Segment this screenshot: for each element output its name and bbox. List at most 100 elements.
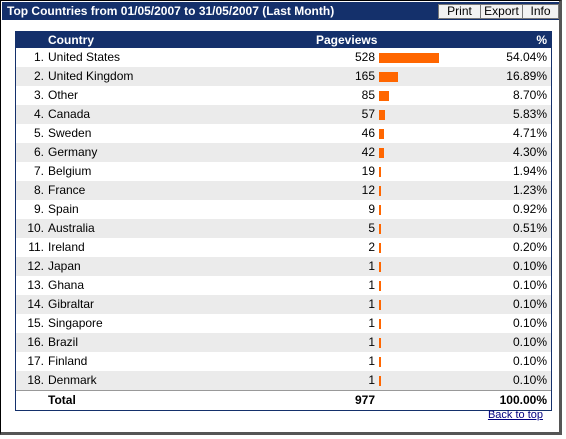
row-percent: 0.10% [512, 259, 547, 273]
pageviews-bar [379, 72, 398, 82]
row-pageviews: 1 [368, 335, 375, 349]
row-country: Belgium [48, 164, 92, 178]
row-percent: 54.04% [506, 50, 547, 64]
row-country: Spain [48, 202, 79, 216]
pageviews-column-header: Pageviews [316, 33, 378, 47]
row-country: United States [48, 50, 121, 64]
table-row: 18. Denmark 1 0.10% [16, 371, 551, 390]
row-rank: 15. [27, 316, 44, 330]
pageviews-bar [379, 148, 384, 158]
table-row: 8. France 12 1.23% [16, 181, 551, 200]
row-country: France [48, 183, 86, 197]
pageviews-bar [379, 91, 389, 101]
row-pageviews: 85 [361, 88, 375, 102]
row-country: Singapore [48, 316, 103, 330]
row-rank: 17. [27, 354, 44, 368]
row-percent: 5.83% [512, 107, 547, 121]
row-rank: 1. [33, 50, 44, 64]
row-percent: 0.10% [512, 297, 547, 311]
row-percent: 0.10% [512, 354, 547, 368]
row-rank: 13. [27, 278, 44, 292]
row-pageviews: 5 [368, 221, 375, 235]
row-rank: 5. [33, 126, 44, 140]
total-percent: 100.00% [499, 393, 547, 407]
pageviews-bar [379, 129, 384, 139]
pageviews-bar [379, 205, 381, 215]
row-country: Canada [48, 107, 91, 121]
countries-table: Country Pageviews % 1. United States 528 54… [15, 31, 552, 411]
report-title: Top Countries from 01/05/2007 to 31/05/2… [7, 4, 335, 18]
table-row: 6. Germany 42 4.30% [16, 143, 551, 162]
pageviews-bar [379, 167, 381, 177]
table-row: 5. Sweden 46 4.71% [16, 124, 551, 143]
pageviews-bar [379, 281, 381, 291]
row-rank: 10. [27, 221, 44, 235]
row-country: Japan [48, 259, 81, 273]
row-country: Ghana [48, 278, 85, 292]
table-row: 1. United States 528 54.04% [16, 48, 551, 67]
row-rank: 16. [27, 335, 44, 349]
back-to-top-link[interactable]: Back to top [487, 409, 543, 421]
export-button[interactable]: Export [480, 4, 523, 19]
table-row: 17. Finland 1 0.10% [16, 352, 551, 371]
row-percent: 4.71% [512, 126, 547, 140]
pageviews-bar [379, 110, 385, 120]
print-button[interactable]: Print [438, 4, 481, 19]
row-country: Brazil [48, 335, 79, 349]
table-row: 10. Australia 5 0.51% [16, 219, 551, 238]
row-percent: 0.51% [512, 221, 547, 235]
table-row: 15. Singapore 1 0.10% [16, 314, 551, 333]
row-percent: 0.92% [512, 202, 547, 216]
pageviews-bar [379, 357, 381, 367]
pageviews-bar [379, 338, 381, 348]
info-button[interactable]: Info [522, 4, 559, 19]
table-header: Country Pageviews % [16, 32, 551, 48]
row-pageviews: 1 [368, 354, 375, 368]
row-pageviews: 12 [361, 183, 375, 197]
table-row: 7. Belgium 19 1.94% [16, 162, 551, 181]
row-country: Ireland [48, 240, 85, 254]
pageviews-bar [379, 262, 381, 272]
row-rank: 14. [27, 297, 44, 311]
row-pageviews: 1 [368, 373, 375, 387]
row-pageviews: 19 [361, 164, 375, 178]
row-rank: 7. [33, 164, 44, 178]
table-row: 16. Brazil 1 0.10% [16, 333, 551, 352]
row-percent: 4.30% [512, 145, 547, 159]
row-rank: 18. [27, 373, 44, 387]
pageviews-bar [379, 243, 381, 253]
row-pageviews: 528 [354, 50, 375, 64]
row-country: Finland [48, 354, 88, 368]
row-pageviews: 1 [368, 316, 375, 330]
row-rank: 6. [33, 145, 44, 159]
pageviews-bar [379, 224, 381, 234]
row-pageviews: 2 [368, 240, 375, 254]
row-rank: 4. [33, 107, 44, 121]
row-country: Sweden [48, 126, 92, 140]
table-row: 14. Gibraltar 1 0.10% [16, 295, 551, 314]
row-pageviews: 1 [368, 297, 375, 311]
row-percent: 8.70% [512, 88, 547, 102]
row-pageviews: 1 [368, 259, 375, 273]
table-row: 3. Other 85 8.70% [16, 86, 551, 105]
row-country: Germany [48, 145, 98, 159]
row-rank: 2. [33, 69, 44, 83]
percent-column-header: % [536, 33, 547, 47]
row-percent: 0.10% [512, 373, 547, 387]
row-country: Gibraltar [48, 297, 95, 311]
table-row: 11. Ireland 2 0.20% [16, 238, 551, 257]
row-rank: 12. [27, 259, 44, 273]
row-pageviews: 46 [361, 126, 375, 140]
table-row: 4. Canada 57 5.83% [16, 105, 551, 124]
row-percent: 0.10% [512, 335, 547, 349]
table-row: 2. United Kingdom 165 16.89% [16, 67, 551, 86]
row-rank: 9. [33, 202, 44, 216]
row-country: Other [48, 88, 79, 102]
row-pageviews: 57 [361, 107, 375, 121]
row-rank: 8. [33, 183, 44, 197]
row-rank: 11. [28, 240, 44, 254]
row-percent: 16.89% [506, 69, 547, 83]
row-rank: 3. [33, 88, 44, 102]
pageviews-bar [379, 319, 381, 329]
